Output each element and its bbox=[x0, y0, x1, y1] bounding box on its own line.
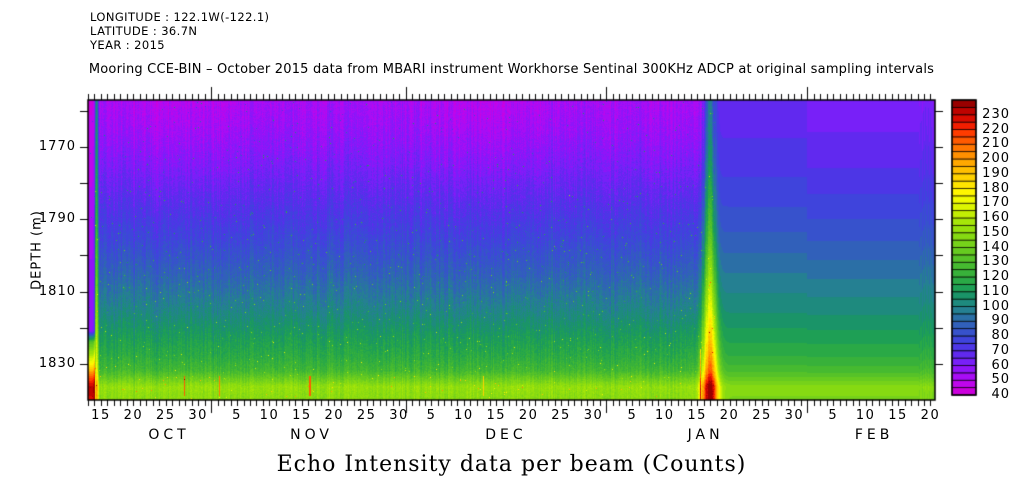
depth-axis-label: DEPTH (m) bbox=[29, 210, 45, 290]
bottom-title: Echo Intensity data per beam (Counts) bbox=[276, 452, 747, 477]
header-year: YEAR : 2015 bbox=[90, 38, 166, 52]
header-latitude: LATITUDE : 36.7N bbox=[90, 24, 198, 38]
header-block: LONGITUDE : 122.1W(-122.1) LATITUDE : 36… bbox=[90, 10, 269, 52]
header-longitude: LONGITUDE : 122.1W(-122.1) bbox=[90, 10, 270, 24]
plot-title: Mooring CCE-BIN – October 2015 data from… bbox=[88, 62, 935, 77]
